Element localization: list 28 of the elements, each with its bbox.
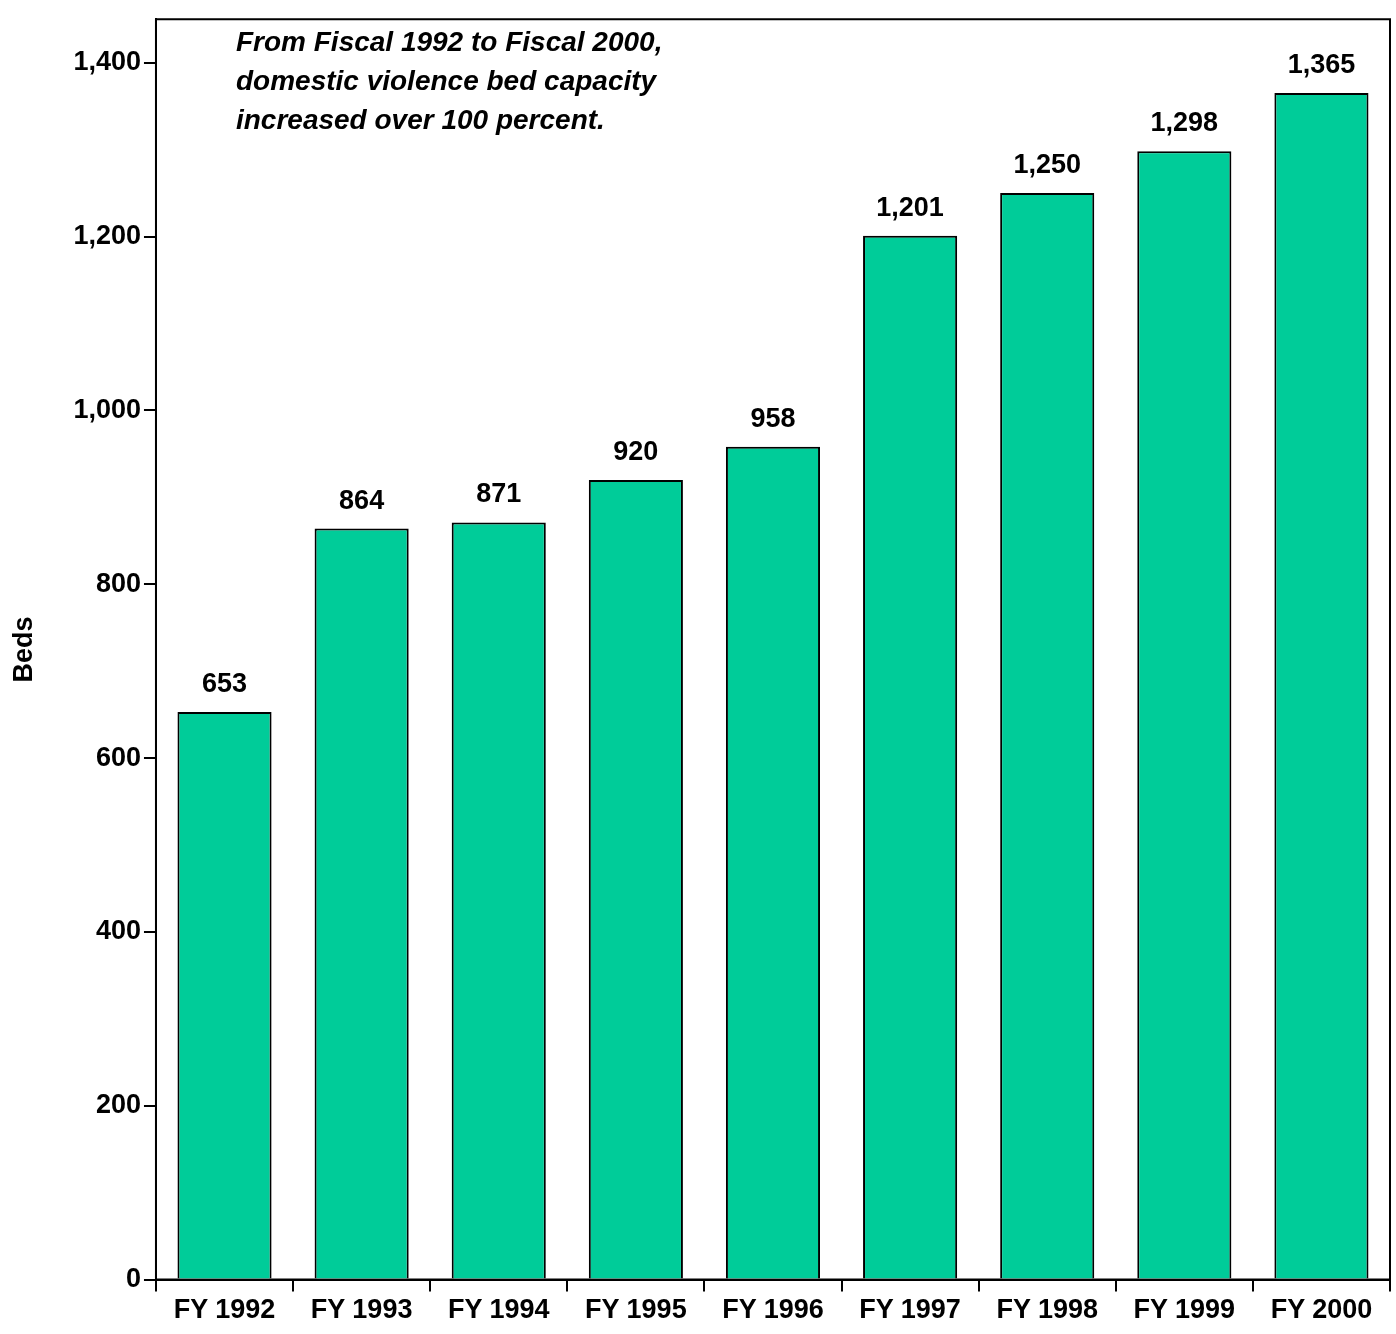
y-tick-label: 0 <box>125 1263 141 1294</box>
x-tick-label: FY 1997 <box>859 1294 961 1325</box>
data-label: 1,250 <box>1013 149 1081 179</box>
x-tick-label: FY 1992 <box>173 1294 276 1325</box>
data-label: 920 <box>613 435 659 466</box>
data-label: 864 <box>339 484 385 515</box>
y-axis-title: Beds <box>7 616 38 683</box>
y-tick-label: 1,200 <box>73 219 141 250</box>
data-label: 1,365 <box>1287 49 1356 80</box>
data-label: 958 <box>750 402 796 433</box>
data-label: 871 <box>476 478 522 509</box>
x-tick-label: FY 1999 <box>1133 1294 1236 1325</box>
x-tick-label: FY 1994 <box>447 1294 550 1325</box>
y-tick-label: 1,400 <box>73 46 141 77</box>
x-tick-label: FY 1993 <box>310 1294 413 1325</box>
x-tick-label: FY 2000 <box>1270 1294 1373 1325</box>
y-tick-label: 600 <box>95 741 141 772</box>
y-tick-label: 400 <box>95 915 141 946</box>
y-tick-label: 200 <box>95 1089 141 1120</box>
data-label: 1,298 <box>1150 107 1219 138</box>
data-label: 653 <box>201 667 248 698</box>
data-label: 1,201 <box>876 191 944 222</box>
y-tick-label: 1,000 <box>73 393 141 424</box>
x-tick-label: FY 1995 <box>585 1294 687 1325</box>
y-tick-label: 800 <box>95 567 141 598</box>
x-tick-label: FY 1998 <box>996 1294 1099 1325</box>
annotation: From Fiscal 1992 to Fiscal 2000, domestic violence bed capacity increased over 100 percent. <box>235 25 663 135</box>
x-tick-label: FY 1996 <box>722 1294 824 1325</box>
